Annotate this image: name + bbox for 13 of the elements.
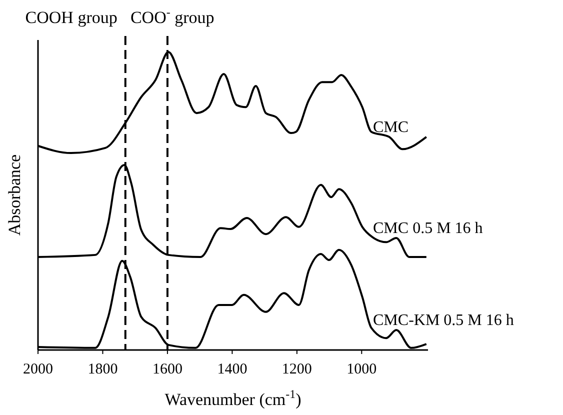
series-label: CMC 0.5 M 16 h (373, 220, 483, 237)
x-tick-label: 1400 (217, 362, 248, 378)
x-tick-label: 1000 (346, 362, 377, 378)
series-label: CMC (373, 118, 409, 136)
x-tick-label: 1600 (152, 362, 182, 378)
x-tick-label: 2000 (23, 362, 53, 378)
y-axis-title: Absorbance (5, 154, 24, 236)
ref-line-label: COO$^{-}$ group (130, 5, 214, 27)
x-tick-label: 1200 (282, 362, 312, 378)
x-axis-title: Wavenumber (cm$^{-1}$) (164, 387, 302, 409)
x-tick-label: 1800 (88, 362, 118, 378)
series-label: CMC-KM 0.5 M 16 h (373, 312, 514, 330)
ref-line-label: COOH group (25, 8, 118, 27)
